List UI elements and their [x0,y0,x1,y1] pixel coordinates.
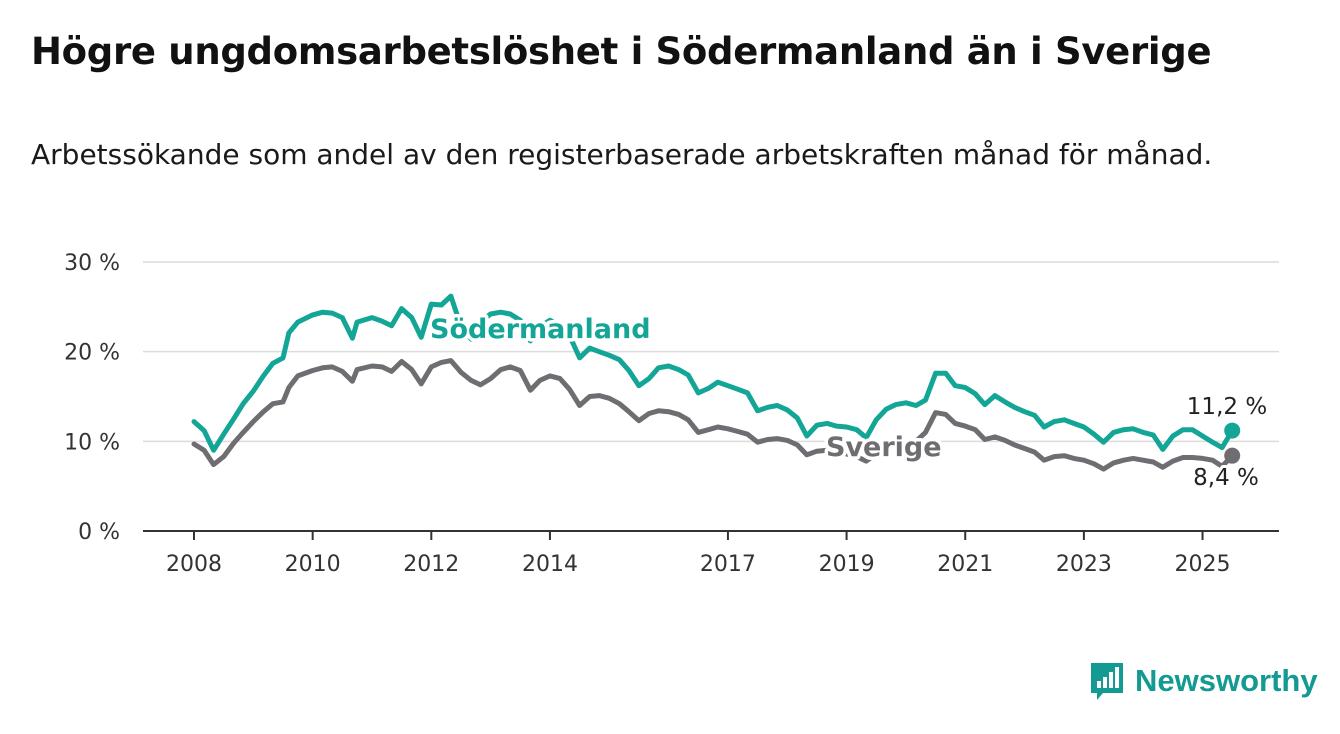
end-point-s-dermanland [1224,422,1241,439]
y-tick-label: 20 % [64,341,120,366]
newsworthy-logo: Newsworthy [1089,661,1318,701]
end-point-sverige [1224,447,1241,464]
x-tick-label: 2017 [700,552,756,577]
series-labels: Södermanland Sverige 11,2 % 8,4 % [427,311,1271,495]
x-tick-label: 2008 [166,552,222,577]
y-tick-label: 0 % [78,520,120,545]
y-axis-ticks: 0 % 10 % 20 % 30 % [64,251,120,545]
end-value-label-sverige: 8,4 % [1193,465,1259,491]
end-value-label-sodermanland: 11,2 % [1187,394,1267,420]
series-line-s-dermanland [191,293,1235,453]
brand-name: Newsworthy [1135,663,1318,698]
y-tick-label: 10 % [64,430,120,455]
x-tick-label: 2025 [1175,552,1231,577]
chart-subtitle: Arbetssökande som andel av den registerb… [31,138,1213,171]
series-name-label-sverige: Sverige [826,432,942,463]
x-tick-label: 2019 [819,552,875,577]
series-lines [191,293,1241,472]
grid-lines [143,261,1279,532]
x-tick-label: 2012 [403,552,459,577]
series-name-label-sodermanland: Södermanland [430,314,651,345]
series-line-sverige [191,358,1235,472]
bar-chart-speech-bubble-icon [1091,663,1123,700]
x-tick-label: 2010 [285,552,341,577]
x-tick-label: 2021 [937,552,993,577]
y-tick-label: 30 % [64,251,120,276]
x-axis-ticks: 2008 2010 2012 2014 2017 2019 2021 2023 2025 [166,531,1231,577]
chart-title: Högre ungdomsarbetslöshet i Södermanland… [31,30,1212,73]
x-tick-label: 2014 [522,552,578,577]
x-tick-label: 2023 [1056,552,1112,577]
